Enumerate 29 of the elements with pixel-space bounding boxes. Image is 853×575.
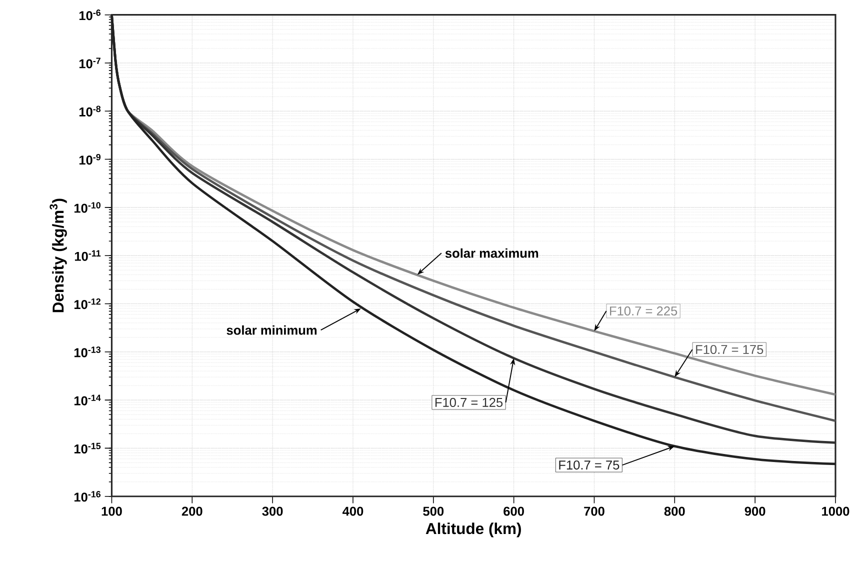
y-tick-label: 10$^{-12}$ (74, 298, 100, 309)
y-tick-label: 10$^{-11}$ (74, 250, 101, 261)
annotation: solar maximum (445, 248, 538, 258)
y-tick-label: 10$^{-16}$ (74, 490, 101, 502)
x-tick-label: 1000 (822, 506, 850, 516)
y-tick-label: 10$^{-14}$ (74, 394, 101, 406)
series-label: F10.7 = 225 (610, 306, 678, 316)
text: F10.7 = 75 (559, 460, 620, 470)
y-tick-label: 10$^{-8}$ (79, 106, 101, 116)
x-tick-label: 600 (504, 506, 524, 516)
x-tick-label: 700 (584, 506, 604, 516)
text: F10.7 = 175 (696, 344, 764, 354)
y-tick-label: 10$^{-15}$ (74, 442, 101, 454)
x-tick-label: 200 (182, 506, 202, 516)
x-tick-label: 100 (102, 506, 122, 516)
y-tick-label: 10$^{-7}$ (79, 57, 100, 68)
y-axis-title: Density (kg/m$^{3}$) (50, 198, 67, 312)
y-tick-label: 10$^{-9}$ (79, 154, 101, 164)
x-tick-label: 800 (664, 506, 685, 516)
y-tick-label: 10$^{-10}$ (74, 202, 100, 213)
x-tick-label: 900 (744, 506, 766, 516)
x-tick-label: 400 (342, 506, 364, 516)
annotation: solar minimum (226, 325, 317, 335)
y-tick-label: 10$^{-13}$ (74, 346, 101, 358)
x-axis-title: Altitude (km) (426, 522, 521, 538)
x-tick-label: 500 (423, 506, 444, 516)
y-tick-label: 10$^{-6}$ (79, 9, 101, 20)
x-tick-label: 300 (262, 506, 283, 516)
text: F10.7 = 125 (435, 398, 503, 407)
